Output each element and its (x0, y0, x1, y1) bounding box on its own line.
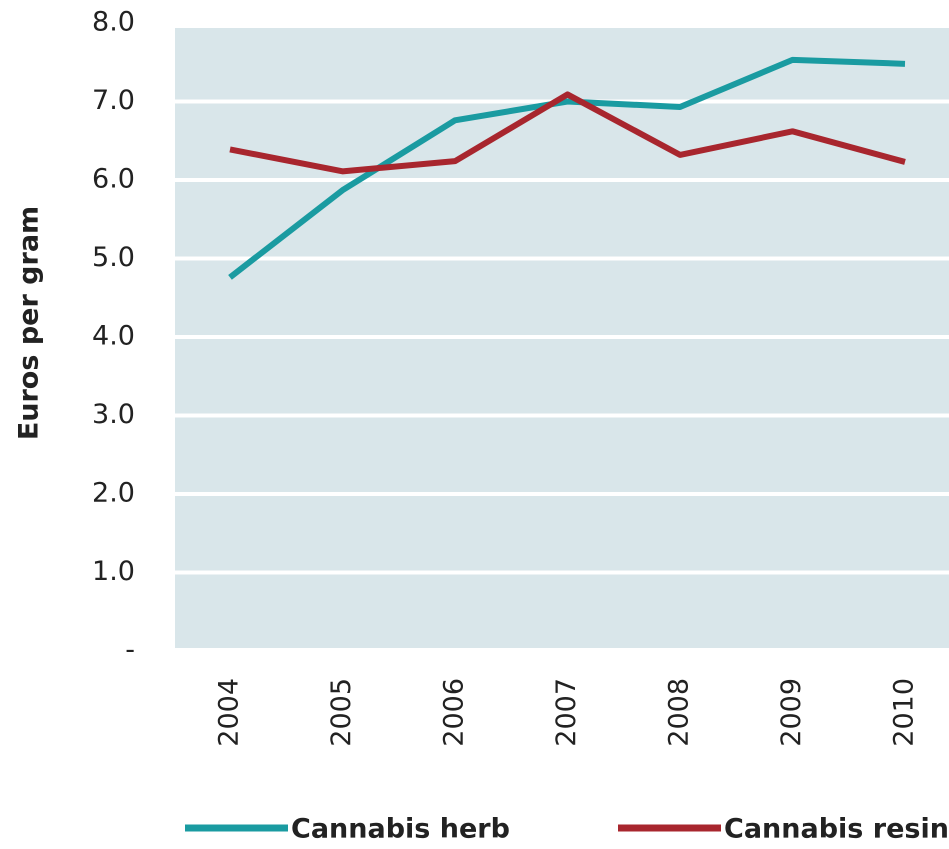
y-axis-label: Euros per gram (14, 206, 45, 440)
y-tick-label: 7.0 (92, 85, 135, 116)
y-tick-label: - (125, 635, 135, 666)
legend-label: Cannabis herb (291, 814, 510, 845)
x-tick-label: 2009 (776, 678, 807, 747)
data-line (229, 91, 906, 175)
y-tick-label: 4.0 (92, 321, 135, 352)
y-tick-label: 1.0 (92, 556, 135, 587)
x-tick-label: 2004 (214, 678, 245, 747)
y-tick-label: 3.0 (92, 399, 135, 430)
y-tick-label: 2.0 (92, 478, 135, 509)
legend-label: Cannabis resin (724, 814, 949, 845)
y-tick-label: 5.0 (92, 242, 135, 273)
x-tick-label: 2007 (551, 678, 582, 747)
data-line (228, 56, 906, 280)
x-tick-label: 2010 (889, 678, 920, 747)
x-tick-label: 2006 (439, 678, 470, 747)
x-tick-label: 2005 (326, 678, 357, 747)
y-tick-label: 8.0 (92, 7, 135, 38)
y-tick-label: 6.0 (92, 164, 135, 195)
x-tick-label: 2008 (664, 678, 695, 747)
